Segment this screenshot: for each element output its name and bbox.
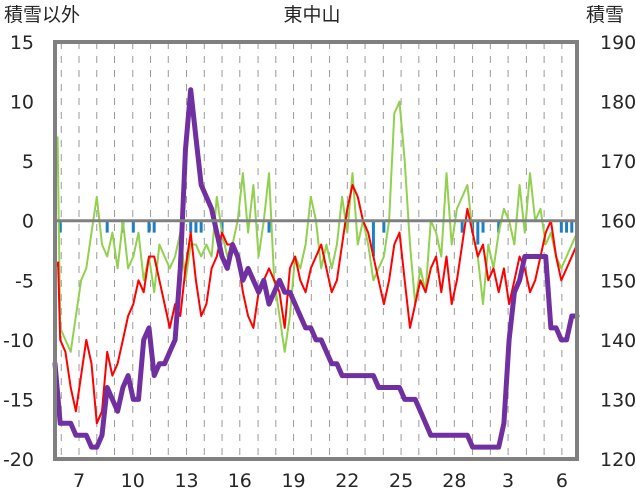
bar-mark [199, 220, 203, 233]
x-tick-label: 3 [502, 470, 514, 492]
bar-mark [371, 220, 375, 257]
right-axis-ticks: 120 130 140 150 160 170 180 190 [600, 32, 636, 471]
left-axis-ticks: -20 -15 -10 -5 0 5 10 15 [3, 32, 34, 471]
chart-title: 東中山 [283, 4, 340, 26]
series-red-line [54, 184, 578, 425]
y-left-tick-label: 10 [10, 92, 34, 114]
bar-mark [460, 220, 464, 233]
y-left-tick-label: 0 [22, 211, 34, 233]
bar-mark [131, 220, 135, 233]
bar-mark [570, 220, 574, 233]
y-right-tick-label: 150 [600, 270, 636, 292]
bar-mark [58, 220, 62, 233]
series-purple-line [52, 87, 580, 450]
left-axis-label: 積雪以外 [4, 4, 80, 26]
y-right-tick-label: 190 [600, 32, 636, 54]
x-tick-label: 6 [556, 470, 568, 492]
x-tick-label: 13 [174, 470, 198, 492]
y-left-tick-label: -10 [3, 330, 34, 352]
y-right-tick-label: 120 [600, 449, 636, 471]
bar-mark [152, 220, 156, 233]
bar-mark [559, 220, 563, 233]
x-tick-label: 22 [335, 470, 359, 492]
y-left-tick-label: 15 [10, 32, 34, 54]
x-tick-label: 28 [442, 470, 466, 492]
y-left-tick-label: -5 [15, 270, 34, 292]
bar-mark [481, 220, 485, 233]
bar-mark [497, 220, 501, 233]
bar-mark [194, 220, 198, 233]
y-right-tick-label: 140 [600, 330, 636, 352]
x-tick-label: 19 [281, 470, 305, 492]
x-axis-ticks: 7 10 13 16 19 22 25 28 3 6 [73, 470, 568, 492]
y-right-tick-label: 180 [600, 92, 636, 114]
bar-mark [565, 220, 569, 233]
plot-frame [53, 40, 579, 461]
x-tick-label: 7 [73, 470, 85, 492]
y-right-tick-label: 160 [600, 211, 636, 233]
y-left-tick-label: 5 [22, 151, 34, 173]
bar-mark [267, 220, 271, 233]
x-tick-label: 10 [121, 470, 145, 492]
line-series [52, 87, 580, 450]
y-left-tick-label: -20 [3, 449, 34, 471]
y-right-tick-label: 170 [600, 151, 636, 173]
bar-mark [189, 220, 193, 233]
bar-mark [476, 220, 480, 245]
bar-mark [105, 220, 109, 233]
bar-mark [382, 220, 386, 233]
x-tick-label: 25 [389, 470, 413, 492]
right-axis-label: 積雪 [586, 4, 624, 26]
x-tick-label: 16 [228, 470, 252, 492]
y-right-tick-label: 130 [600, 389, 636, 411]
y-left-tick-label: -15 [3, 389, 34, 411]
bar-mark [147, 220, 151, 233]
